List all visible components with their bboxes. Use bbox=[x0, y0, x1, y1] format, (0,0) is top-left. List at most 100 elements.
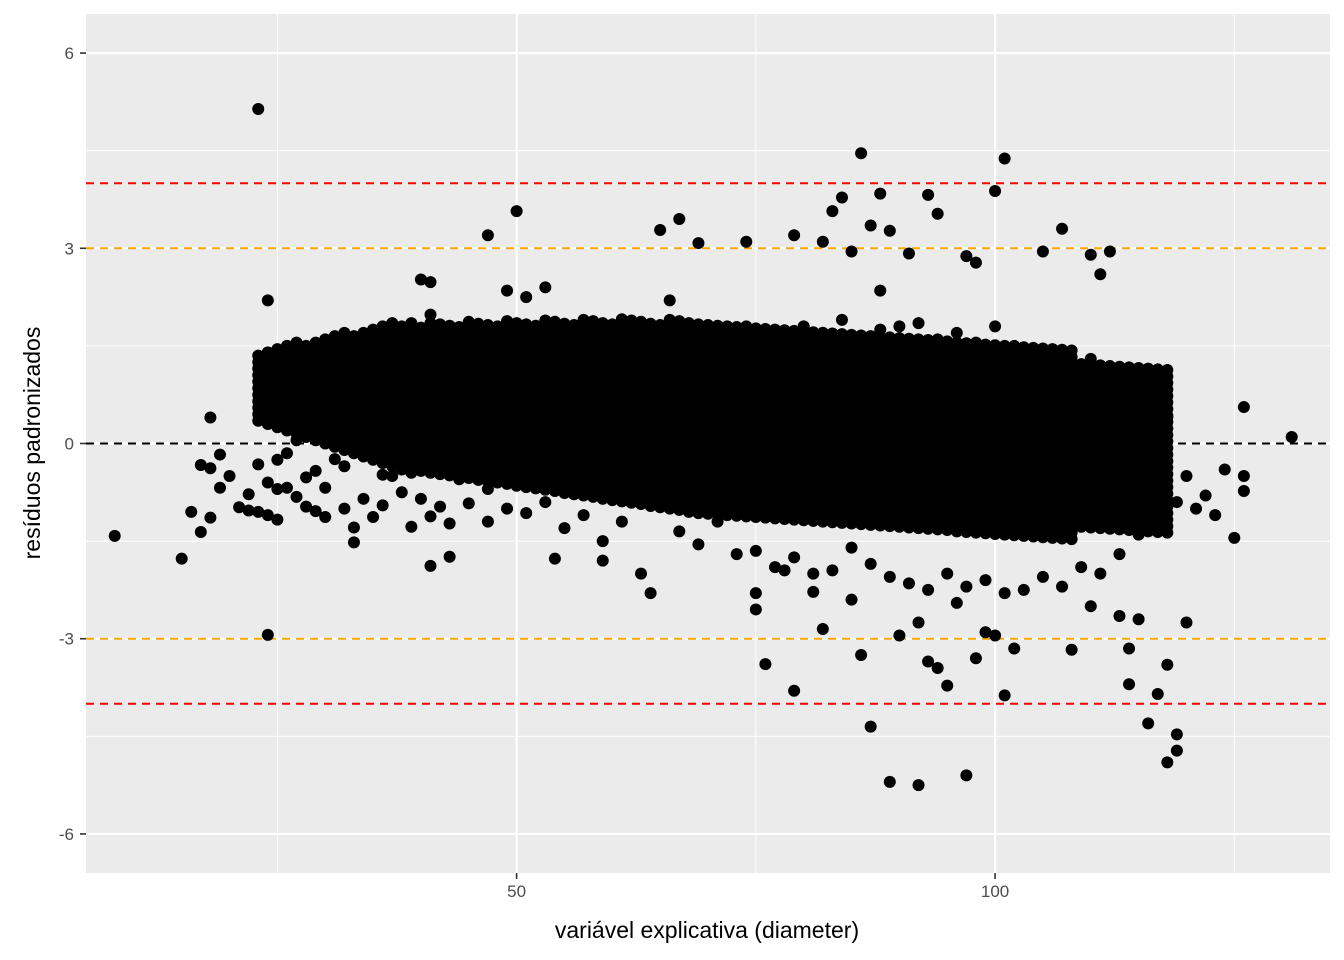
data-point bbox=[874, 187, 887, 200]
data-point bbox=[443, 550, 456, 563]
data-point bbox=[893, 332, 906, 345]
data-point bbox=[864, 557, 877, 570]
data-point bbox=[347, 536, 360, 549]
data-point bbox=[596, 535, 609, 548]
data-point bbox=[912, 779, 925, 792]
data-point bbox=[319, 511, 332, 524]
data-point bbox=[778, 346, 791, 359]
x-axis-title: variável explicativa (diameter) bbox=[555, 917, 859, 943]
data-point bbox=[386, 317, 399, 330]
data-point bbox=[529, 411, 542, 424]
data-point bbox=[587, 315, 600, 328]
data-point bbox=[989, 185, 1002, 198]
data-point bbox=[424, 317, 437, 330]
data-point bbox=[740, 235, 753, 248]
data-point bbox=[194, 526, 207, 539]
data-point bbox=[730, 548, 743, 561]
data-point bbox=[1170, 728, 1183, 741]
data-point bbox=[1027, 343, 1040, 356]
data-point bbox=[912, 616, 925, 629]
data-point bbox=[635, 315, 648, 328]
data-point bbox=[969, 652, 982, 665]
data-point bbox=[826, 205, 839, 218]
data-point bbox=[635, 567, 648, 580]
data-point bbox=[252, 505, 265, 518]
data-point bbox=[481, 328, 494, 341]
data-point bbox=[491, 424, 504, 437]
data-point bbox=[654, 224, 667, 237]
data-point bbox=[922, 334, 935, 347]
data-point bbox=[883, 224, 896, 237]
data-point bbox=[663, 313, 676, 326]
data-point bbox=[759, 404, 772, 417]
data-point bbox=[960, 250, 973, 263]
data-point bbox=[539, 281, 552, 294]
data-point bbox=[357, 339, 370, 352]
data-point bbox=[941, 335, 954, 348]
data-point bbox=[1008, 642, 1021, 655]
data-point bbox=[826, 327, 839, 340]
data-point bbox=[1170, 496, 1183, 509]
data-point bbox=[855, 648, 868, 661]
data-point bbox=[1180, 470, 1193, 483]
data-point bbox=[453, 473, 466, 486]
data-point bbox=[845, 245, 858, 258]
data-point bbox=[1237, 485, 1250, 498]
data-point bbox=[1199, 489, 1212, 502]
data-point bbox=[242, 488, 255, 501]
y-tick-label: 3 bbox=[65, 239, 74, 258]
data-point bbox=[568, 319, 581, 332]
data-point bbox=[644, 587, 657, 600]
data-point bbox=[261, 628, 274, 641]
data-point bbox=[1075, 561, 1088, 574]
data-point bbox=[271, 343, 284, 356]
data-point bbox=[682, 336, 695, 349]
data-point bbox=[252, 458, 265, 471]
data-point bbox=[816, 622, 829, 635]
data-point bbox=[1113, 360, 1126, 373]
data-point bbox=[520, 291, 533, 304]
data-point bbox=[969, 336, 982, 349]
data-point bbox=[491, 320, 504, 333]
data-point bbox=[481, 319, 494, 332]
data-points bbox=[108, 103, 1298, 792]
data-point bbox=[338, 460, 351, 473]
data-point bbox=[376, 320, 389, 333]
data-point bbox=[768, 561, 781, 574]
data-point bbox=[271, 453, 284, 466]
data-point bbox=[692, 237, 705, 250]
data-point bbox=[893, 320, 906, 333]
data-point bbox=[252, 103, 265, 116]
data-point bbox=[845, 541, 858, 554]
data-point bbox=[338, 326, 351, 339]
data-point bbox=[395, 486, 408, 499]
data-point bbox=[960, 769, 973, 782]
data-point bbox=[357, 424, 370, 437]
data-point bbox=[300, 471, 313, 484]
data-point bbox=[300, 339, 313, 352]
data-point bbox=[357, 326, 370, 339]
data-point bbox=[328, 330, 341, 343]
data-point bbox=[290, 434, 303, 447]
x-tick-label: 100 bbox=[981, 882, 1009, 901]
data-point bbox=[807, 585, 820, 598]
data-point bbox=[1190, 502, 1203, 515]
data-point bbox=[883, 331, 896, 344]
data-point bbox=[635, 496, 648, 509]
data-point bbox=[558, 317, 571, 330]
data-point bbox=[1218, 463, 1231, 476]
data-point bbox=[759, 658, 772, 671]
data-point bbox=[654, 489, 667, 502]
data-point bbox=[625, 411, 638, 424]
data-point bbox=[902, 577, 915, 590]
data-point bbox=[883, 775, 896, 788]
data-point bbox=[759, 322, 772, 335]
data-point bbox=[1151, 688, 1164, 701]
data-point bbox=[950, 336, 963, 349]
data-point bbox=[835, 191, 848, 204]
data-point bbox=[835, 313, 848, 326]
data-point bbox=[204, 511, 217, 524]
data-point bbox=[960, 580, 973, 593]
data-point bbox=[472, 395, 485, 408]
